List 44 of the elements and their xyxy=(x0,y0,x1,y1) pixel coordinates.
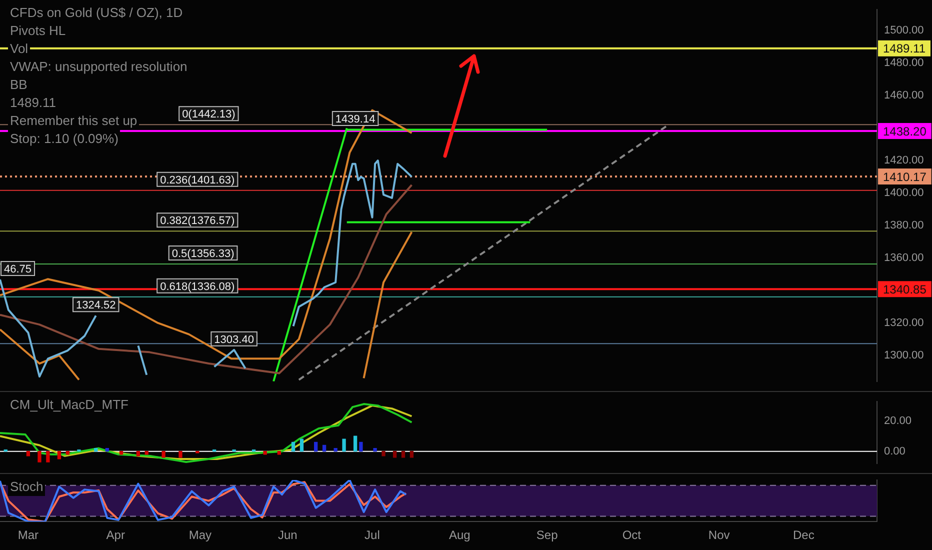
x-tick-label: Sep xyxy=(536,528,558,542)
y-tick-label: 1320.00 xyxy=(884,316,924,329)
x-tick-label: Apr xyxy=(106,528,125,542)
annotation: 1489.11 xyxy=(8,94,58,112)
chart-title: CM_Ult_MacD_MTF xyxy=(8,396,130,414)
annotation: 1303.40 xyxy=(214,334,254,346)
y-tick-label: 0.00 xyxy=(884,445,906,458)
y-tick-label: 1460.00 xyxy=(884,90,924,102)
x-tick-label: Jul xyxy=(364,528,380,542)
y-tick-label: 1300.00 xyxy=(884,349,924,362)
x-tick-label: Mar xyxy=(18,528,39,542)
x-tick-label: May xyxy=(188,528,212,542)
annotation: 1324.52 xyxy=(76,300,116,312)
y-tick-label: 1400.00 xyxy=(884,187,924,200)
annotation: Stop: 1.10 (0.09%) xyxy=(8,130,120,148)
y-tick-label: 1420.00 xyxy=(884,154,924,167)
annotation: 0.236(1401.63) xyxy=(160,174,235,186)
annotation: 46.75 xyxy=(4,264,32,276)
annotation: Vol xyxy=(8,40,30,58)
ref-line-label: 1438.20 xyxy=(883,124,927,138)
x-tick-label: Aug xyxy=(448,528,470,542)
ref-line-label: 1410.17 xyxy=(883,170,927,184)
x-tick-label: Dec xyxy=(793,528,814,542)
ref-line-label: 1489.11 xyxy=(883,42,926,56)
annotation: 0.5(1356.33) xyxy=(172,248,234,260)
annotation: 1439.14 xyxy=(335,114,376,126)
x-tick-label: Oct xyxy=(622,528,642,542)
ref-line-label: 1340.85 xyxy=(883,282,927,296)
y-tick-label: 1360.00 xyxy=(884,252,924,264)
x-tick-label: Nov xyxy=(708,528,730,542)
annotation: VWAP: unsupported resolution xyxy=(8,58,190,76)
annotation: Pivots HL xyxy=(8,22,68,40)
y-tick-label: 1380.00 xyxy=(884,220,924,232)
y-tick-label: 1500.00 xyxy=(884,24,924,37)
y-tick-label: 1480.00 xyxy=(884,57,924,70)
annotation: 0.382(1376.57) xyxy=(160,215,235,228)
chart-title: CFDs on Gold (US$ / OZ), 1D xyxy=(8,4,185,22)
annotation: 0(1442.13) xyxy=(182,108,236,121)
chart-title: Stoch xyxy=(8,478,46,496)
x-tick-label: Jun xyxy=(278,528,298,542)
annotation: 0.618(1336.08) xyxy=(160,280,235,293)
y-tick-label: 20.00 xyxy=(884,414,912,427)
annotation: Remember this set up xyxy=(8,112,140,130)
annotation: BB xyxy=(8,76,30,94)
